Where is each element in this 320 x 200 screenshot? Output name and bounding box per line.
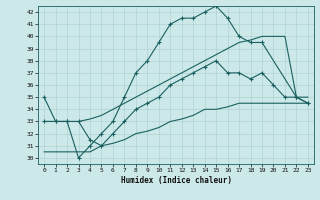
X-axis label: Humidex (Indice chaleur): Humidex (Indice chaleur) (121, 176, 231, 185)
